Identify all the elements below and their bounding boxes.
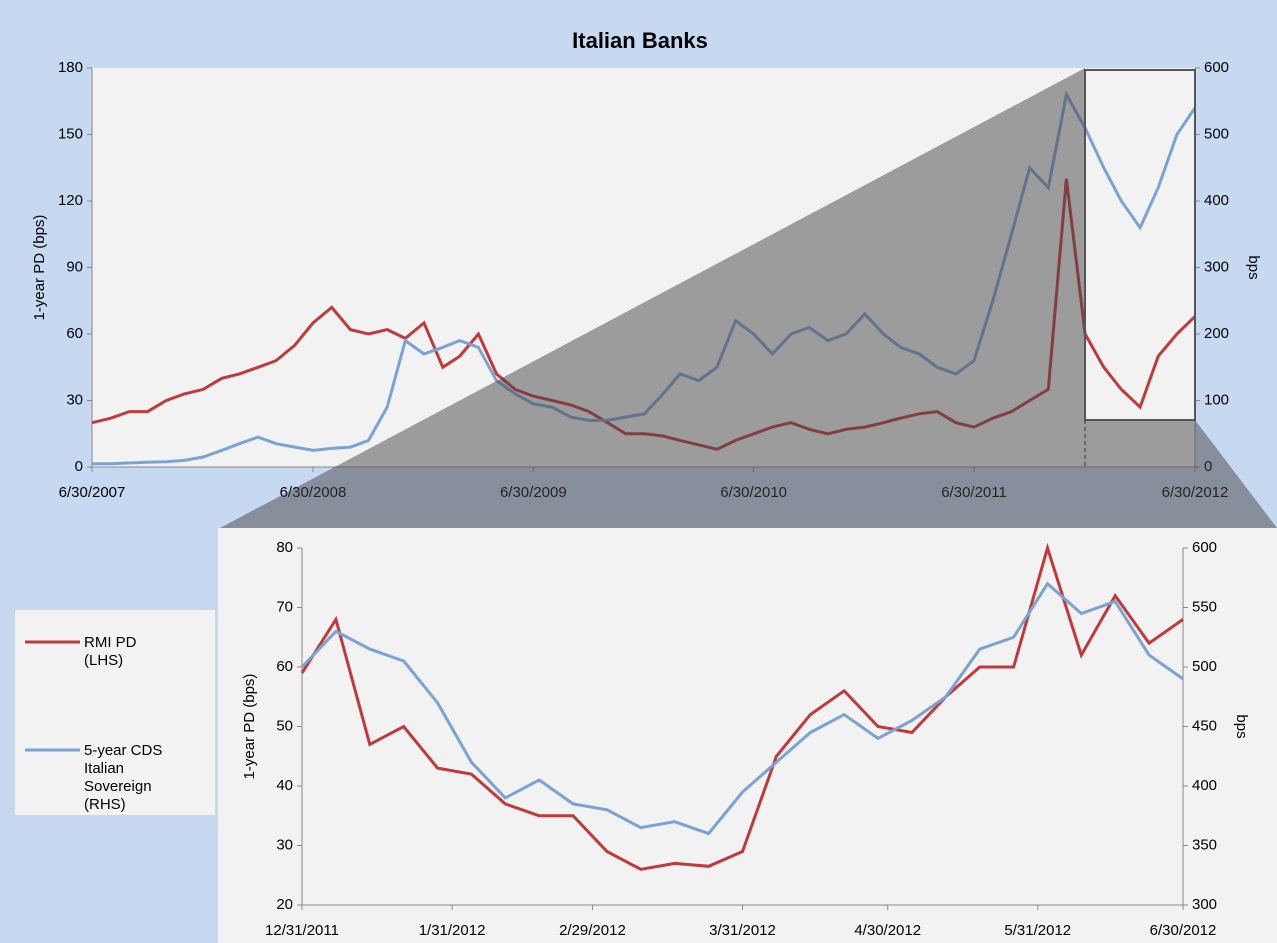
y-tick-label: 30 bbox=[66, 391, 83, 408]
zoom-panel bbox=[218, 528, 1277, 943]
y-tick-label: 40 bbox=[276, 777, 293, 794]
y2-tick-label: 500 bbox=[1192, 658, 1217, 675]
y-tick-label: 60 bbox=[276, 658, 293, 675]
zoom-box bbox=[1084, 69, 1196, 421]
y2-tick-label: 600 bbox=[1204, 59, 1229, 76]
y-tick-label: 0 bbox=[75, 458, 83, 475]
line-series bbox=[300, 542, 1184, 871]
x-tick-label: 12/31/2011 bbox=[265, 922, 339, 939]
y2-tick-label: 100 bbox=[1204, 391, 1229, 408]
y2-tick-label: 400 bbox=[1192, 777, 1217, 794]
y2-tick-label: 300 bbox=[1204, 258, 1229, 275]
y-tick-label: 30 bbox=[276, 836, 293, 853]
x-tick-label: 1/31/2012 bbox=[419, 922, 486, 939]
x-tick-label: 4/30/2012 bbox=[854, 922, 921, 939]
y2-tick-label: 300 bbox=[1192, 896, 1217, 913]
y-tick-label: 50 bbox=[276, 717, 293, 734]
y-axis-label: 1-year PD (bps) bbox=[241, 674, 258, 780]
legend-label: 5-year CDS Italian Sovereign (RHS) bbox=[84, 742, 163, 813]
y2-tick-label: 500 bbox=[1204, 125, 1229, 142]
chart-title: Italian Banks bbox=[572, 28, 708, 53]
zoom-shade bbox=[220, 68, 1277, 528]
y2-tick-label: 200 bbox=[1204, 325, 1229, 342]
line-series bbox=[300, 581, 1184, 836]
legend-label: RMI PD (LHS) bbox=[84, 634, 137, 669]
y-tick-label: 20 bbox=[276, 896, 293, 913]
y2-tick-label: 550 bbox=[1192, 598, 1217, 615]
y2-tick-label: 450 bbox=[1192, 717, 1217, 734]
y-tick-label: 70 bbox=[276, 598, 293, 615]
y2-tick-label: 600 bbox=[1192, 539, 1217, 556]
y2-tick-label: 350 bbox=[1192, 836, 1217, 853]
x-tick-label: 2/29/2012 bbox=[559, 922, 626, 939]
x-tick-label: 5/31/2012 bbox=[1004, 922, 1071, 939]
y-tick-label: 80 bbox=[276, 539, 293, 556]
y-tick-label: 120 bbox=[58, 192, 83, 209]
y2-axis-label: bps bbox=[1245, 255, 1262, 279]
y-tick-label: 60 bbox=[66, 325, 83, 342]
y-tick-label: 180 bbox=[58, 59, 83, 76]
x-tick-label: 3/31/2012 bbox=[709, 922, 776, 939]
x-tick-label: 6/30/2012 bbox=[1150, 922, 1217, 939]
y-tick-label: 90 bbox=[66, 258, 83, 275]
y2-axis-label: bps bbox=[1233, 714, 1250, 738]
legend-box bbox=[15, 610, 215, 815]
y-axis-label: 1-year PD (bps) bbox=[31, 215, 48, 321]
y-tick-label: 150 bbox=[58, 125, 83, 142]
y2-tick-label: 400 bbox=[1204, 192, 1229, 209]
x-tick-label: 6/30/2007 bbox=[59, 484, 126, 501]
